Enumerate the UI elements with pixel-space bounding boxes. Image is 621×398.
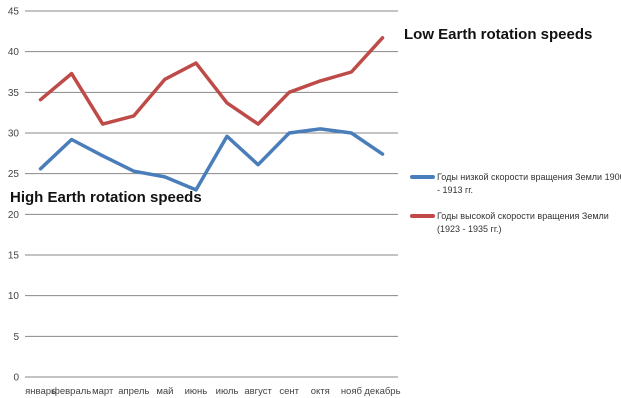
data-point-s2-0 — [39, 98, 42, 101]
y-tick-label-30: 30 — [8, 129, 20, 140]
data-point-s1-8 — [288, 132, 291, 135]
y-tick-label-25: 25 — [8, 169, 20, 180]
y-tick-label-10: 10 — [8, 291, 20, 302]
legend-label-series-1-line-1: Годы низкой скорости вращения Земли 1900 — [437, 172, 621, 182]
data-point-s1-9 — [319, 127, 322, 130]
series-line-2 — [38, 36, 385, 126]
y-tick-label-35: 35 — [8, 88, 20, 99]
data-point-s1-11 — [381, 153, 384, 156]
x-tick-label-4: май — [156, 386, 173, 397]
data-point-s2-3 — [132, 114, 135, 117]
data-point-s1-4 — [163, 175, 166, 178]
x-tick-label-11: декабрь — [364, 386, 400, 397]
x-tick-label-5: июнь — [185, 386, 208, 397]
y-tick-label-45: 45 — [8, 7, 20, 18]
data-point-s1-2 — [101, 154, 104, 157]
x-tick-label-10: нояб — [341, 386, 363, 397]
data-point-s1-6 — [226, 135, 229, 138]
data-point-s1-7 — [257, 163, 260, 166]
legend-label-series-1-line-2: - 1913 гг. — [437, 185, 473, 195]
data-point-s1-1 — [70, 138, 73, 141]
legend-label-series-2-line-1: Годы высокой скорости вращения Земли — [437, 211, 609, 221]
data-point-s2-4 — [163, 78, 166, 81]
y-axis-tick-labels: 0 5 10 15 20 25 30 35 40 45 — [8, 7, 20, 384]
y-tick-label-40: 40 — [8, 47, 20, 58]
x-tick-label-3: апрель — [118, 386, 149, 397]
data-point-s2-10 — [350, 71, 353, 74]
data-point-s2-2 — [101, 123, 104, 126]
x-tick-label-8: сент — [279, 386, 299, 397]
data-point-s2-7 — [257, 123, 260, 126]
legend-label-series-2-line-2: (1923 - 1935 гг.) — [437, 224, 502, 234]
y-tick-label-20: 20 — [8, 210, 20, 221]
x-tick-label-9: октя — [311, 386, 330, 397]
data-point-s1-10 — [350, 132, 353, 135]
x-tick-label-6: июль — [216, 386, 239, 397]
x-tick-label-1: февраль — [52, 386, 91, 397]
y-tick-label-5: 5 — [13, 332, 19, 343]
series-lines — [38, 36, 385, 192]
data-point-s2-9 — [319, 79, 322, 82]
data-point-s2-6 — [226, 101, 229, 104]
data-point-s1-3 — [132, 170, 135, 173]
x-tick-label-7: август — [244, 386, 272, 397]
data-point-s1-0 — [39, 167, 42, 170]
series-line-1 — [38, 127, 385, 192]
data-point-s2-1 — [70, 72, 73, 75]
x-tick-label-2: март — [92, 386, 114, 397]
grid-lines — [25, 10, 398, 337]
y-tick-label-15: 15 — [8, 251, 20, 262]
legend: Годы низкой скорости вращения Земли 1900… — [410, 172, 621, 234]
annotation-high-earth-rotation-speeds: High Earth rotation speeds — [10, 189, 202, 206]
data-point-s2-8 — [288, 91, 291, 94]
data-point-s2-5 — [194, 62, 197, 65]
y-tick-label-0: 0 — [13, 373, 19, 384]
data-point-s2-11 — [381, 36, 384, 39]
annotation-low-earth-rotation-speeds: Low Earth rotation speeds — [404, 26, 592, 43]
x-tick-label-0: январь — [25, 386, 56, 397]
